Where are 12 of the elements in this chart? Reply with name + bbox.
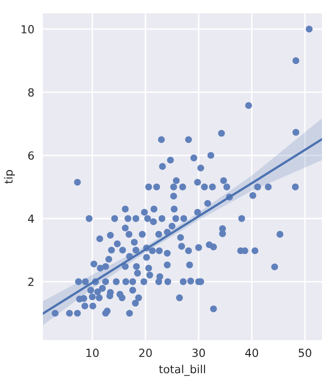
x-tick-label: 30 — [192, 348, 205, 358]
y-tick-label: 8 — [28, 88, 34, 97]
x-tick-label: 50 — [298, 348, 312, 358]
y-tick-label: 10 — [22, 25, 34, 34]
x-axis-title: total_bill — [159, 364, 206, 376]
y-axis-title: tip — [4, 170, 15, 184]
x-tick-label: 20 — [139, 348, 152, 358]
y-tick-label: 6 — [28, 151, 34, 160]
x-tick-label: 10 — [86, 348, 99, 358]
y-tick-label: 2 — [28, 278, 34, 286]
y-tick-label: 4 — [28, 214, 34, 223]
x-tick-label: 40 — [245, 348, 258, 358]
